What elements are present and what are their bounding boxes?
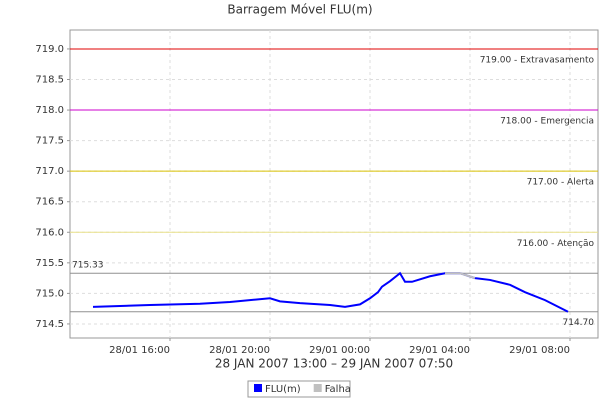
x-tick-label: 29/01 00:00 xyxy=(309,345,370,356)
legend-label: FLU(m) xyxy=(265,384,301,395)
chart-title: Barragem Móvel FLU(m) xyxy=(227,3,372,17)
threshold-label: 718.00 - Emergencia xyxy=(500,117,594,127)
y-tick-label: 718.5 xyxy=(35,75,64,86)
x-tick-label: 28/01 16:00 xyxy=(109,345,170,356)
y-tick-label: 719.0 xyxy=(35,44,64,55)
series-line xyxy=(92,271,569,313)
x-tick-label: 28/01 20:00 xyxy=(209,345,270,356)
threshold-label: 717.00 - Alerta xyxy=(527,178,594,188)
y-tick-label: 714.5 xyxy=(35,319,64,330)
legend: FLU(m) Falha xyxy=(247,380,351,398)
x-tick-label: 29/01 08:00 xyxy=(509,345,570,356)
y-tick-label: 718.0 xyxy=(35,105,64,116)
x-tick-label: 29/01 04:00 xyxy=(409,345,470,356)
legend-swatch xyxy=(313,384,322,392)
y-tick-label: 716.0 xyxy=(35,227,64,238)
legend-swatch xyxy=(254,384,262,392)
legend-label: Falha xyxy=(325,384,351,395)
y-tick-label: 715.0 xyxy=(35,288,64,299)
threshold-label: 719.00 - Extravasamento xyxy=(480,55,595,65)
legend-box xyxy=(247,380,351,398)
y-tick-label: 716.5 xyxy=(35,197,64,208)
y-tick-label: 715.5 xyxy=(35,258,64,269)
threshold-label: 714.70 xyxy=(563,318,595,328)
series-line xyxy=(445,272,476,280)
y-tick-label: 717.5 xyxy=(35,136,64,147)
threshold-label: 716.00 - Atenção xyxy=(517,239,595,249)
y-tick-label: 717.0 xyxy=(35,166,64,177)
threshold-label: 715.33 xyxy=(72,261,104,271)
plot-area xyxy=(69,29,599,339)
x-axis-label: 28 JAN 2007 13:00 – 29 JAN 2007 07:50 xyxy=(215,357,453,371)
